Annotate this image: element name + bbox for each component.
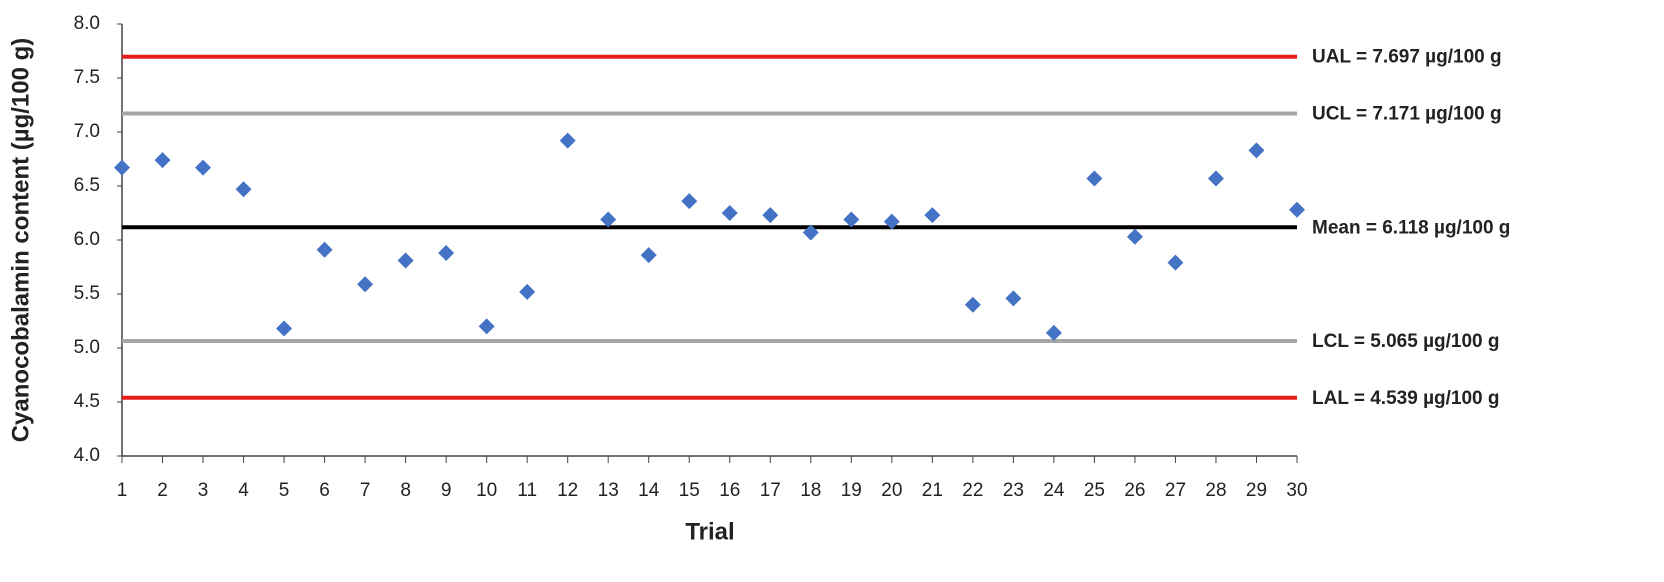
data-point [1207,170,1224,187]
x-tick-label: 1 [117,480,128,501]
y-tick-label: 6.5 [74,175,100,196]
x-tick-label: 13 [598,480,619,501]
reference-label: LAL = 4.539 µg/100 g [1312,388,1500,409]
data-point [276,320,293,337]
y-tick-label: 4.5 [74,391,100,412]
x-tick-label: 29 [1246,480,1267,501]
x-tick-label: 8 [400,480,411,501]
x-tick-label: 23 [1003,480,1024,501]
data-point [519,283,536,300]
x-tick-label: 12 [557,480,578,501]
data-point [1126,228,1143,245]
data-point [802,224,819,241]
data-point [1045,324,1062,341]
data-point [478,318,495,335]
data-point [235,181,252,198]
data-point [1248,142,1265,159]
x-tick-label: 27 [1165,480,1186,501]
data-point [438,244,455,261]
x-tick-label: 20 [881,480,902,501]
x-tick-label: 25 [1084,480,1105,501]
x-tick-label: 30 [1286,480,1307,501]
x-tick-label: 26 [1124,480,1145,501]
x-tick-label: 5 [279,480,290,501]
x-tick-label: 17 [760,480,781,501]
data-point [1086,170,1103,187]
x-tick-label: 6 [319,480,330,501]
y-tick-label: 5.0 [74,337,100,358]
reference-label: LCL = 5.065 µg/100 g [1312,331,1500,352]
y-tick-label: 5.5 [74,283,100,304]
data-point [114,159,130,176]
x-tick-label: 18 [800,480,821,501]
x-tick-label: 10 [476,480,497,501]
data-point [924,207,941,224]
y-tick-label: 7.0 [74,121,100,142]
x-tick-label: 14 [638,480,660,501]
x-tick-label: 9 [441,480,452,501]
data-point [721,205,738,221]
data-point [843,211,860,228]
x-tick-label: 19 [841,480,862,501]
x-tick-label: 16 [719,480,740,501]
x-tick-label: 3 [198,480,209,501]
x-tick-label: 21 [922,480,943,501]
data-point [1289,201,1305,218]
y-tick-label: 4.0 [74,445,100,466]
data-point [357,276,374,293]
x-tick-label: 28 [1205,480,1226,501]
data-point [883,213,900,230]
data-point [397,252,414,269]
x-tick-label: 2 [157,480,168,501]
x-axis-title: Trial [685,518,734,545]
x-tick-label: 7 [360,480,371,501]
data-point [1005,290,1022,307]
x-tick-label: 15 [679,480,700,501]
y-tick-label: 7.5 [74,67,100,88]
data-point [559,132,576,149]
y-axis-title: Cyanocobalamin content (µg/100 g) [7,38,34,443]
x-tick-label: 24 [1043,480,1065,501]
x-tick-label: 4 [238,480,249,501]
x-tick-label: 22 [962,480,983,501]
data-point [640,247,657,264]
data-point [1167,254,1184,271]
reference-label: UAL = 7.697 µg/100 g [1312,47,1502,68]
data-point [195,159,212,176]
data-point [600,211,617,228]
data-point [964,296,981,313]
data-point [316,241,333,258]
data-point [681,193,698,210]
reference-label: Mean = 6.118 µg/100 g [1312,217,1510,238]
x-tick-label: 11 [517,480,537,501]
reference-label: UCL = 7.171 µg/100 g [1312,104,1502,125]
y-tick-label: 8.0 [74,13,100,34]
data-point [154,152,171,169]
y-tick-label: 6.0 [74,229,100,250]
data-point [762,207,779,224]
